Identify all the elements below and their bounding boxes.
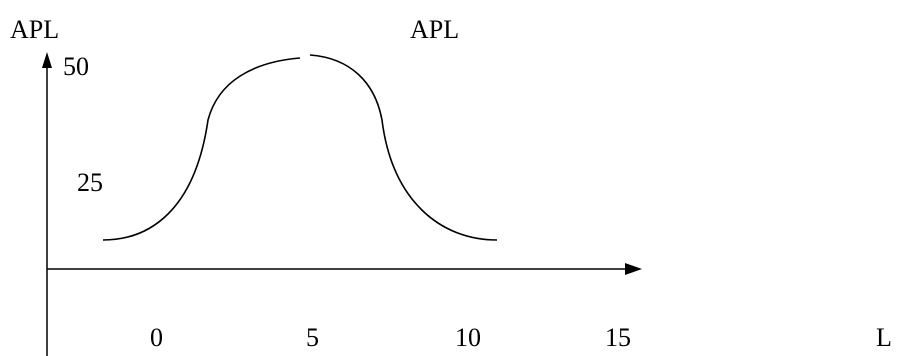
- apl-curve-left: [102, 57, 301, 241]
- y-axis-label: APL: [10, 15, 59, 44]
- y-axis-arrow: [42, 52, 52, 68]
- x-axis-arrow: [625, 263, 642, 275]
- x-tick-label-0: 0: [150, 323, 163, 352]
- x-tick-label-5: 5: [306, 323, 319, 352]
- y-tick-label-50: 50: [63, 52, 89, 81]
- y-tick-label-25: 25: [77, 168, 103, 197]
- x-tick-label-10: 10: [455, 323, 481, 352]
- apl-curve: [102, 54, 498, 241]
- apl-curve-right: [309, 54, 498, 241]
- x-axis-label: L: [876, 323, 892, 352]
- x-tick-label-15: 15: [605, 323, 631, 352]
- chart-title: APL: [410, 15, 459, 44]
